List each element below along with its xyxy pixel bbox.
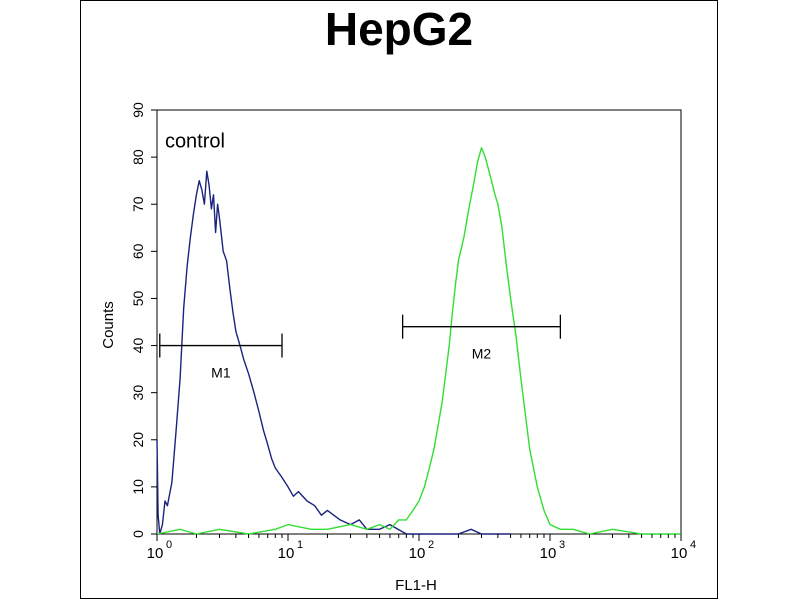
y-tick-label: 40 bbox=[130, 338, 146, 354]
x-axis-label: FL1-H bbox=[395, 577, 437, 594]
x-tick-exponent: 4 bbox=[690, 539, 696, 551]
x-tick-label: 10 bbox=[147, 545, 164, 562]
plot-box bbox=[156, 109, 682, 535]
y-tick-label: 30 bbox=[130, 385, 146, 401]
y-tick-label: 50 bbox=[130, 290, 146, 306]
marker-layer: M1 M2 bbox=[159, 314, 562, 381]
chart-title: HepG2 bbox=[324, 3, 474, 55]
control-annotation: control bbox=[165, 131, 225, 153]
marker-m2-label: M2 bbox=[472, 346, 492, 362]
x-tick-label: 10 bbox=[409, 545, 426, 562]
y-tick-label: 90 bbox=[130, 102, 146, 118]
series-layer bbox=[156, 146, 681, 535]
y-tick-label: 10 bbox=[130, 479, 146, 495]
y-tick-label: 70 bbox=[130, 196, 146, 212]
x-tick-exponent: 3 bbox=[559, 539, 565, 551]
y-tick-label: 0 bbox=[130, 530, 146, 538]
x-tick-label: 10 bbox=[540, 545, 557, 562]
y-axis-label: Counts bbox=[100, 301, 117, 349]
x-tick-exponent: 1 bbox=[297, 539, 303, 551]
marker-m1-label: M1 bbox=[211, 365, 231, 381]
series-line-sample bbox=[156, 146, 681, 535]
x-tick-exponent: 0 bbox=[166, 539, 172, 551]
x-tick-exponent: 2 bbox=[428, 539, 434, 551]
y-tick-label: 60 bbox=[130, 243, 146, 259]
x-tick-label: 10 bbox=[278, 545, 295, 562]
x-tick-label: 10 bbox=[671, 545, 688, 562]
y-tick-label: 80 bbox=[130, 149, 146, 165]
series-line-control bbox=[156, 170, 511, 535]
y-tick-label: 20 bbox=[130, 432, 146, 448]
